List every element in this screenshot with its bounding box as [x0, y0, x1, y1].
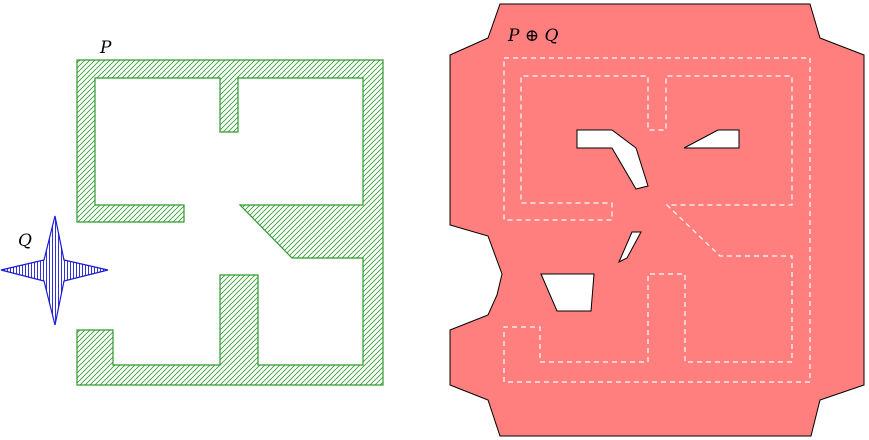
minkowski-sum: [449, 3, 865, 437]
minkowski-sum-region: [449, 3, 865, 437]
label-sum: P ⊕ Q: [507, 26, 558, 46]
polygon-q-shape: [0, 215, 109, 326]
polygon-p-dashed-outline: [503, 57, 811, 383]
label-q: Q: [18, 231, 32, 251]
label-p: P: [99, 38, 112, 58]
polygon-p-shape: [76, 59, 384, 386]
polygon-p: [76, 59, 384, 386]
polygon-q: [0, 215, 109, 326]
